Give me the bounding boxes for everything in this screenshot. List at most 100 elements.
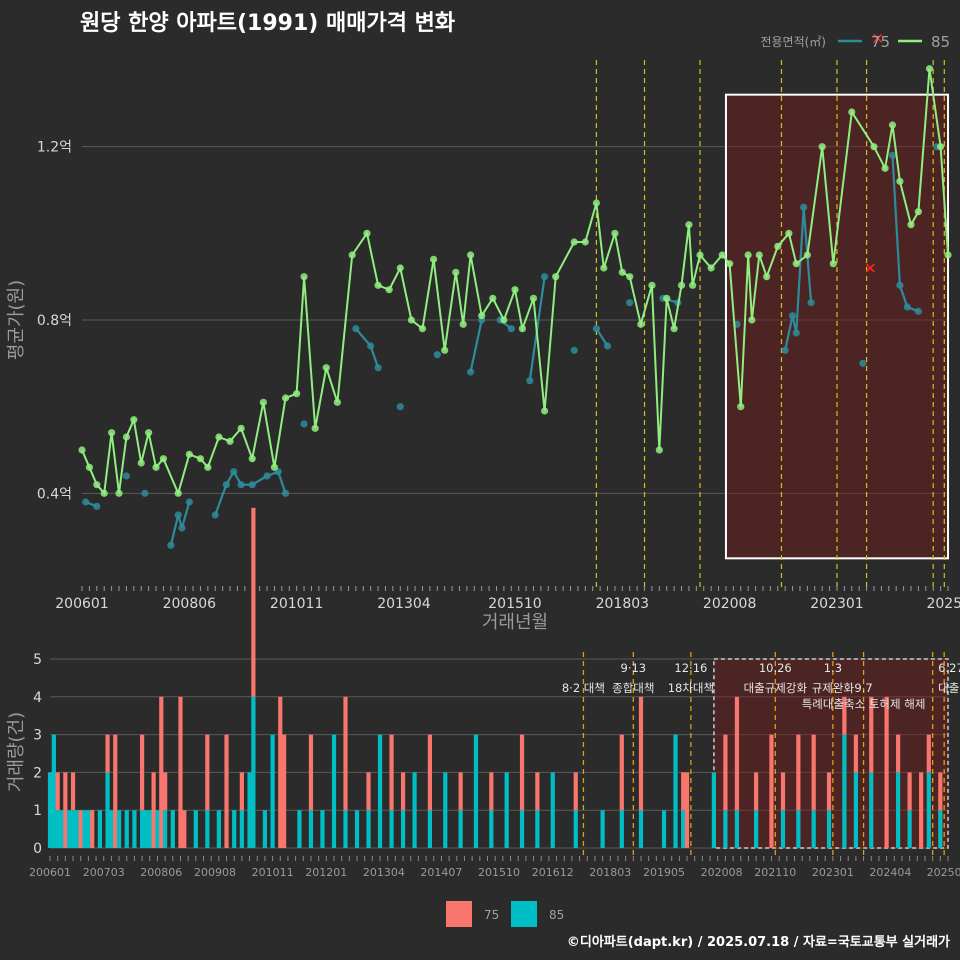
bar-75 bbox=[780, 772, 786, 811]
data-point-85 bbox=[907, 221, 915, 229]
bar-75 bbox=[638, 696, 644, 811]
data-point-85 bbox=[518, 325, 527, 333]
data-point-85 bbox=[196, 455, 205, 463]
data-point-85 bbox=[737, 403, 745, 411]
bar-85 bbox=[780, 810, 786, 848]
bar-85 bbox=[116, 810, 122, 848]
series-segment-75 bbox=[891, 155, 901, 286]
event-annotation: 9.7 bbox=[854, 681, 872, 695]
event-annotation: 1.3 bbox=[824, 661, 842, 675]
data-point-85 bbox=[670, 325, 678, 333]
data-point-85 bbox=[663, 294, 671, 302]
data-point-85 bbox=[85, 463, 94, 471]
data-point-85 bbox=[870, 143, 878, 151]
legend-title: 전용면적(㎡) bbox=[760, 35, 826, 49]
event-annotation: 18차대책 bbox=[668, 681, 714, 695]
bar-75 bbox=[159, 696, 164, 848]
event-annotation: 대출규제 bbox=[938, 681, 960, 695]
bar-y-tick-label: 0 bbox=[33, 841, 42, 857]
data-point-75 bbox=[570, 346, 578, 354]
data-point-85 bbox=[818, 143, 826, 151]
bar-85 bbox=[70, 810, 76, 848]
data-point-85 bbox=[914, 208, 922, 216]
data-point-75 bbox=[792, 329, 800, 337]
data-point-85 bbox=[100, 489, 108, 497]
bar-y-tick-label: 1 bbox=[33, 803, 42, 819]
bar-85 bbox=[105, 772, 110, 848]
bar-85 bbox=[711, 772, 717, 848]
bar-y-axis-label: 거래량(건) bbox=[6, 712, 27, 792]
y-axis-label: 평균가(원) bbox=[6, 280, 27, 360]
data-point-75 bbox=[626, 299, 634, 307]
data-point-75 bbox=[82, 498, 90, 506]
bar-85 bbox=[86, 810, 91, 848]
bar-85 bbox=[681, 810, 686, 848]
data-point-85 bbox=[281, 394, 290, 402]
bar-x-tick-label: 201304 bbox=[363, 866, 405, 879]
bar-85 bbox=[427, 810, 433, 848]
event-annotation: 대출규제강화 bbox=[744, 681, 808, 695]
data-point-75 bbox=[352, 325, 360, 333]
data-point-85 bbox=[637, 320, 645, 328]
data-point-85 bbox=[600, 264, 608, 272]
bar-85 bbox=[377, 734, 383, 848]
data-point-85 bbox=[115, 489, 123, 497]
outlier-marker bbox=[873, 33, 883, 43]
bar-75 bbox=[907, 772, 912, 811]
bar-85 bbox=[82, 810, 87, 848]
bar-85 bbox=[600, 810, 605, 848]
series-segment-75 bbox=[355, 327, 372, 347]
bar-85 bbox=[147, 810, 152, 848]
bar-x-tick-label: 20250 bbox=[927, 866, 960, 879]
bar-85 bbox=[251, 696, 256, 848]
data-point-85 bbox=[489, 294, 497, 302]
data-point-85 bbox=[466, 251, 475, 259]
bar-75 bbox=[754, 772, 759, 811]
bar-75 bbox=[869, 696, 874, 773]
series-segment-75 bbox=[214, 484, 228, 516]
bar-75 bbox=[251, 507, 256, 697]
data-point-85 bbox=[881, 164, 889, 172]
bar-x-tick-label: 202301 bbox=[812, 866, 854, 879]
data-point-75 bbox=[374, 364, 382, 372]
volume-panel: 0 1 2 3 4 5 거래량(건) 8·2 대책 9·13 종합대책 12·16 18차대책 10.2… bbox=[6, 507, 960, 879]
bar-75 bbox=[684, 772, 690, 848]
data-point-85 bbox=[685, 221, 693, 229]
x-tick-label: 201011 bbox=[270, 596, 323, 612]
event-annotation: 10.26 bbox=[759, 661, 792, 675]
bar-85 bbox=[853, 772, 858, 848]
data-point-85 bbox=[677, 281, 686, 289]
outlier-marker bbox=[865, 263, 875, 273]
bar-85 bbox=[247, 772, 252, 848]
x-tick-label: 2025 bbox=[926, 596, 960, 612]
data-point-85 bbox=[152, 463, 160, 471]
data-point-75 bbox=[526, 377, 534, 385]
bar-75 bbox=[308, 734, 314, 811]
bar-y-tick-label: 3 bbox=[33, 728, 42, 744]
highlight-box bbox=[724, 93, 950, 560]
data-point-75 bbox=[396, 403, 404, 411]
data-point-85 bbox=[718, 251, 726, 259]
bar-75 bbox=[619, 734, 624, 811]
bar-85 bbox=[907, 810, 912, 848]
bar-85 bbox=[458, 810, 463, 848]
bar-85 bbox=[412, 772, 417, 848]
bar-75 bbox=[458, 772, 463, 811]
bar-85 bbox=[550, 772, 555, 848]
bar-85 bbox=[343, 810, 348, 848]
bar-85 bbox=[74, 810, 79, 848]
y-tick-label: 0.8억 bbox=[37, 313, 72, 329]
bar-x-tick-label: 200703 bbox=[83, 866, 125, 879]
data-point-75 bbox=[592, 325, 601, 333]
series-segment-75 bbox=[169, 514, 180, 546]
data-point-75 bbox=[466, 368, 475, 376]
data-point-85 bbox=[936, 143, 945, 151]
bar-85 bbox=[842, 734, 847, 848]
bar-85 bbox=[143, 810, 149, 848]
data-point-85 bbox=[248, 455, 256, 463]
bar-75 bbox=[519, 734, 525, 811]
series-segment-75 bbox=[180, 501, 191, 529]
bar-x-tick-label: 201407 bbox=[420, 866, 462, 879]
data-point-85 bbox=[108, 429, 116, 437]
data-point-75 bbox=[248, 481, 256, 489]
